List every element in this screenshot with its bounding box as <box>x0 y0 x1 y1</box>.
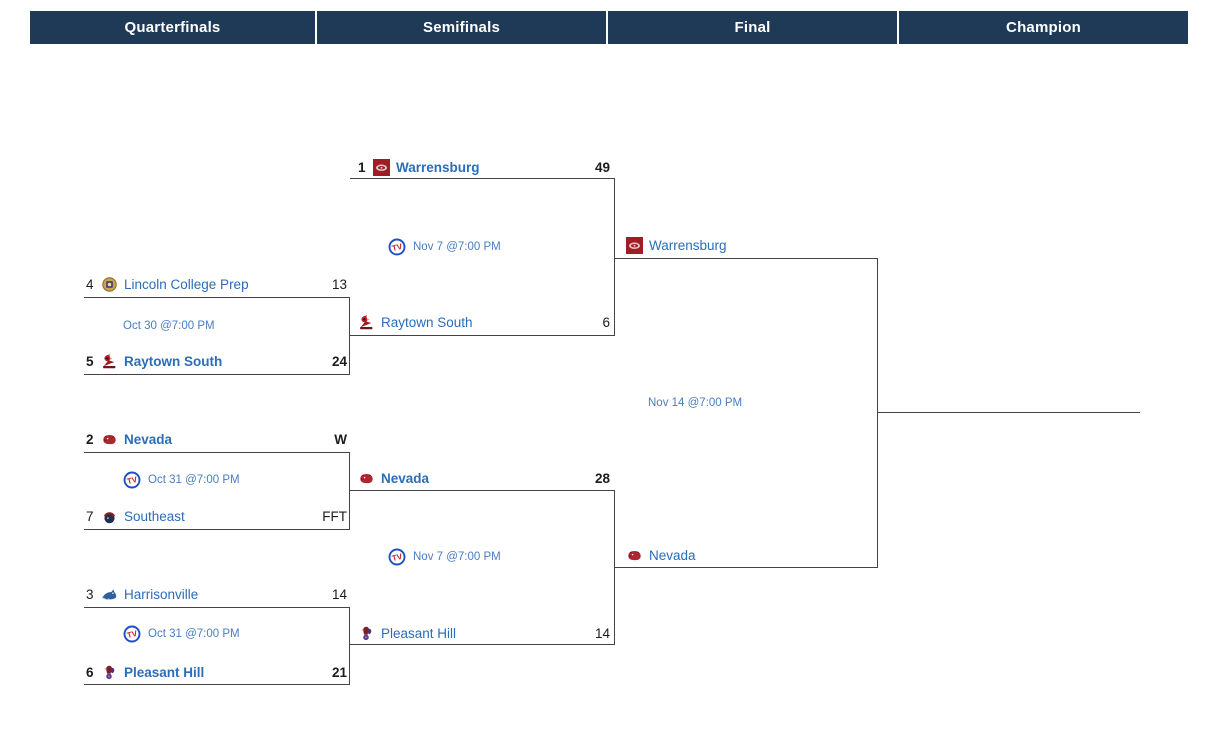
final-bottom-team-row: Nevada <box>626 545 856 565</box>
nevada-logo-icon <box>358 470 375 487</box>
qf1-game-date: Oct 30 @7:00 PM <box>123 316 215 336</box>
round-header-champion: Champion <box>899 11 1188 44</box>
seed-number: 2 <box>86 431 94 447</box>
sf2-bottom-team-row: Pleasant Hill 14 <box>358 623 610 643</box>
bracket-connector-sf2 <box>350 490 615 645</box>
qf1-top-team-row: 4 Lincoln College Prep 13 <box>86 274 347 294</box>
team-name-link[interactable]: Nevada <box>124 431 173 447</box>
game-date-text: Nov 7 @7:00 PM <box>413 551 501 563</box>
nevada-logo-icon <box>101 431 118 448</box>
team-name-link[interactable]: Harrisonville <box>124 586 199 602</box>
bracket-connector-final <box>615 258 878 568</box>
sf2-game-date: Nov 7 @7:00 PM <box>388 547 501 567</box>
team-score: 14 <box>594 625 610 641</box>
seed-number: 5 <box>86 353 94 369</box>
tv-icon <box>388 548 406 566</box>
pleasant-hill-logo-icon <box>358 625 375 642</box>
sf1-game-date: Nov 7 @7:00 PM <box>388 237 501 257</box>
qf2-game-date: Oct 31 @7:00 PM <box>123 470 240 490</box>
seed-number: 4 <box>86 276 94 292</box>
team-score: 21 <box>331 664 347 680</box>
seed-number: 3 <box>86 586 94 602</box>
sf2-top-team-row: Nevada 28 <box>358 468 610 488</box>
qf2-top-team-row: 2 Nevada W <box>86 429 347 449</box>
team-score: 49 <box>594 159 610 175</box>
southeast-logo-icon <box>101 508 118 525</box>
warrensburg-logo-icon <box>626 237 643 254</box>
harrisonville-logo-icon <box>101 586 118 603</box>
game-date-text: Oct 31 @7:00 PM <box>148 628 240 640</box>
sf1-top-team-row: 1 Warrensburg 49 <box>358 157 610 177</box>
qf3-top-team-row: 3 Harrisonville 14 <box>86 584 347 604</box>
round-header-semifinals: Semifinals <box>317 11 606 44</box>
warrensburg-logo-icon <box>373 159 390 176</box>
team-score: 28 <box>594 470 610 486</box>
nevada-logo-icon <box>626 547 643 564</box>
bracket-connector-qf3 <box>84 607 350 685</box>
team-score: 24 <box>331 353 347 369</box>
bracket-connector-qf1 <box>84 297 350 375</box>
game-date-text: Nov 14 @7:00 PM <box>648 397 743 409</box>
team-name-link[interactable]: Lincoln College Prep <box>124 276 249 292</box>
team-name-link[interactable]: Nevada <box>649 547 696 563</box>
bracket-connector-qf2 <box>84 452 350 530</box>
tv-icon <box>123 625 141 643</box>
game-date-text: Nov 7 @7:00 PM <box>413 241 501 253</box>
team-score: 6 <box>602 314 610 330</box>
team-name-link[interactable]: Warrensburg <box>649 237 727 253</box>
tv-icon <box>388 238 406 256</box>
game-date-text: Oct 30 @7:00 PM <box>123 320 215 332</box>
round-header-final: Final <box>608 11 897 44</box>
qf1-bottom-team-row: 5 Raytown South 24 <box>86 351 347 371</box>
team-name-link[interactable]: Raytown South <box>381 314 473 330</box>
raytown-south-logo-icon <box>101 353 118 370</box>
final-game-date: Nov 14 @7:00 PM <box>648 393 742 413</box>
bracket-connector-sf1 <box>350 178 615 336</box>
pleasant-hill-logo-icon <box>101 664 118 681</box>
qf3-bottom-team-row: 6 Pleasant Hill 21 <box>86 662 347 682</box>
round-header-quarterfinals: Quarterfinals <box>30 11 315 44</box>
team-name-link[interactable]: Nevada <box>381 470 430 486</box>
team-name-link[interactable]: Warrensburg <box>396 159 480 175</box>
team-name-link[interactable]: Raytown South <box>124 353 223 369</box>
seed-number: 6 <box>86 664 94 680</box>
team-score: 14 <box>331 586 347 602</box>
qf3-game-date: Oct 31 @7:00 PM <box>123 624 240 644</box>
team-score: W <box>334 431 347 447</box>
tv-icon <box>123 471 141 489</box>
team-name-link[interactable]: Southeast <box>124 508 185 524</box>
qf2-bottom-team-row: 7 Southeast FFT <box>86 506 347 526</box>
champion-line <box>878 412 1140 413</box>
seed-number: 1 <box>358 159 366 175</box>
seed-number: 7 <box>86 508 94 524</box>
final-top-team-row: Warrensburg <box>626 235 856 255</box>
game-date-text: Oct 31 @7:00 PM <box>148 474 240 486</box>
team-score: 13 <box>331 276 347 292</box>
team-score: FFT <box>322 508 347 524</box>
sf1-bottom-team-row: Raytown South 6 <box>358 312 610 332</box>
team-name-link[interactable]: Pleasant Hill <box>124 664 205 680</box>
lincoln-college-prep-logo-icon <box>101 276 118 293</box>
raytown-south-logo-icon <box>358 314 375 331</box>
team-name-link[interactable]: Pleasant Hill <box>381 625 457 641</box>
